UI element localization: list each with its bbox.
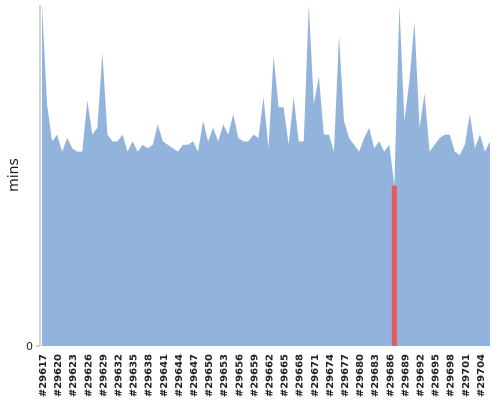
x-tick-label: #29656 (234, 354, 245, 397)
x-tick-label: #29632 (114, 354, 125, 397)
x-tick-label: #29701 (461, 354, 472, 397)
x-tick-label: #29620 (53, 354, 64, 397)
x-tick-label: #29671 (310, 354, 321, 397)
x-tick-label: #29635 (129, 354, 140, 397)
x-tick-label: #29665 (280, 354, 291, 397)
y-axis-label: mins (6, 158, 22, 192)
x-tick-label: #29647 (189, 354, 200, 397)
x-tick-label: #29680 (355, 354, 366, 397)
x-tick-label: #29662 (265, 354, 276, 397)
x-tick-label: #29692 (416, 354, 427, 397)
x-tick-label: #29626 (83, 354, 94, 397)
x-tick-label: #29686 (385, 354, 396, 397)
x-tick-label: #29623 (68, 354, 79, 397)
x-tick-label: #29674 (325, 354, 336, 397)
x-tick-label: #29629 (98, 354, 109, 397)
x-tick-label: #29698 (446, 354, 457, 397)
x-tick-label: #29689 (400, 354, 411, 397)
highlight-bar (391, 185, 397, 346)
x-tick-label: #29659 (249, 354, 260, 397)
x-tick-label: #29638 (144, 354, 155, 397)
x-tick-label: #29617 (38, 354, 49, 397)
x-tick-label: #29644 (174, 354, 185, 397)
x-tick-label: #29683 (370, 354, 381, 397)
x-tick-label: #29650 (204, 354, 215, 397)
x-tick-label: #29668 (295, 354, 306, 397)
x-tick-label: #29695 (431, 354, 442, 397)
y-tick-label: 0 (26, 340, 33, 353)
area (42, 5, 490, 346)
x-tick-label: #29704 (476, 354, 487, 397)
x-tick-label: #29641 (159, 354, 170, 397)
x-tick-label: #29677 (340, 354, 351, 397)
x-tick-label: #29653 (219, 354, 230, 397)
